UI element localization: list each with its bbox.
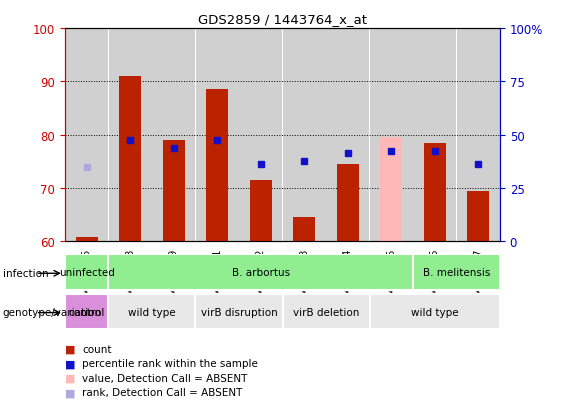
Bar: [370, 29, 413, 242]
Text: B. melitensis: B. melitensis: [423, 268, 490, 278]
Bar: [250, 180, 272, 242]
Bar: [326, 29, 370, 242]
Bar: [195, 29, 239, 242]
Bar: [424, 143, 446, 242]
Bar: [206, 90, 228, 242]
Bar: [76, 237, 98, 242]
Text: ■: ■: [66, 373, 76, 383]
Bar: [293, 218, 315, 242]
Text: wild type: wild type: [128, 307, 176, 317]
Bar: [152, 29, 195, 242]
Bar: [108, 29, 152, 242]
Bar: [457, 29, 500, 242]
Bar: [413, 29, 457, 242]
Bar: [65, 255, 108, 290]
Bar: [238, 29, 240, 242]
Bar: [282, 29, 283, 242]
Bar: [380, 138, 402, 242]
Text: percentile rank within the sample: percentile rank within the sample: [82, 358, 258, 368]
Text: rank, Detection Call = ABSENT: rank, Detection Call = ABSENT: [82, 387, 242, 397]
Text: infection: infection: [3, 268, 49, 278]
Bar: [412, 29, 414, 242]
Text: count: count: [82, 344, 111, 354]
Bar: [108, 294, 195, 330]
Text: wild type: wild type: [411, 307, 459, 317]
Text: value, Detection Call = ABSENT: value, Detection Call = ABSENT: [82, 373, 247, 383]
Bar: [108, 29, 109, 242]
Text: B. arbortus: B. arbortus: [232, 268, 290, 278]
Bar: [456, 29, 457, 242]
Text: ■: ■: [66, 344, 76, 354]
Text: virB disruption: virB disruption: [201, 307, 277, 317]
Bar: [195, 294, 282, 330]
Text: uninfected: uninfected: [59, 268, 115, 278]
Bar: [65, 294, 108, 330]
Bar: [467, 191, 489, 242]
Bar: [370, 294, 500, 330]
Bar: [369, 29, 370, 242]
Text: genotype/variation: genotype/variation: [3, 308, 102, 318]
Bar: [239, 29, 282, 242]
Text: virB deletion: virB deletion: [293, 307, 359, 317]
Bar: [65, 29, 108, 242]
Bar: [282, 294, 370, 330]
Text: control: control: [68, 307, 105, 317]
Text: ■: ■: [66, 358, 76, 368]
Bar: [108, 255, 413, 290]
Bar: [325, 29, 327, 242]
Text: ■: ■: [66, 387, 76, 397]
Title: GDS2859 / 1443764_x_at: GDS2859 / 1443764_x_at: [198, 13, 367, 26]
Bar: [337, 164, 359, 242]
Bar: [119, 77, 141, 242]
Bar: [413, 255, 500, 290]
Bar: [282, 29, 326, 242]
Bar: [151, 29, 153, 242]
Bar: [195, 29, 196, 242]
Bar: [163, 140, 185, 242]
